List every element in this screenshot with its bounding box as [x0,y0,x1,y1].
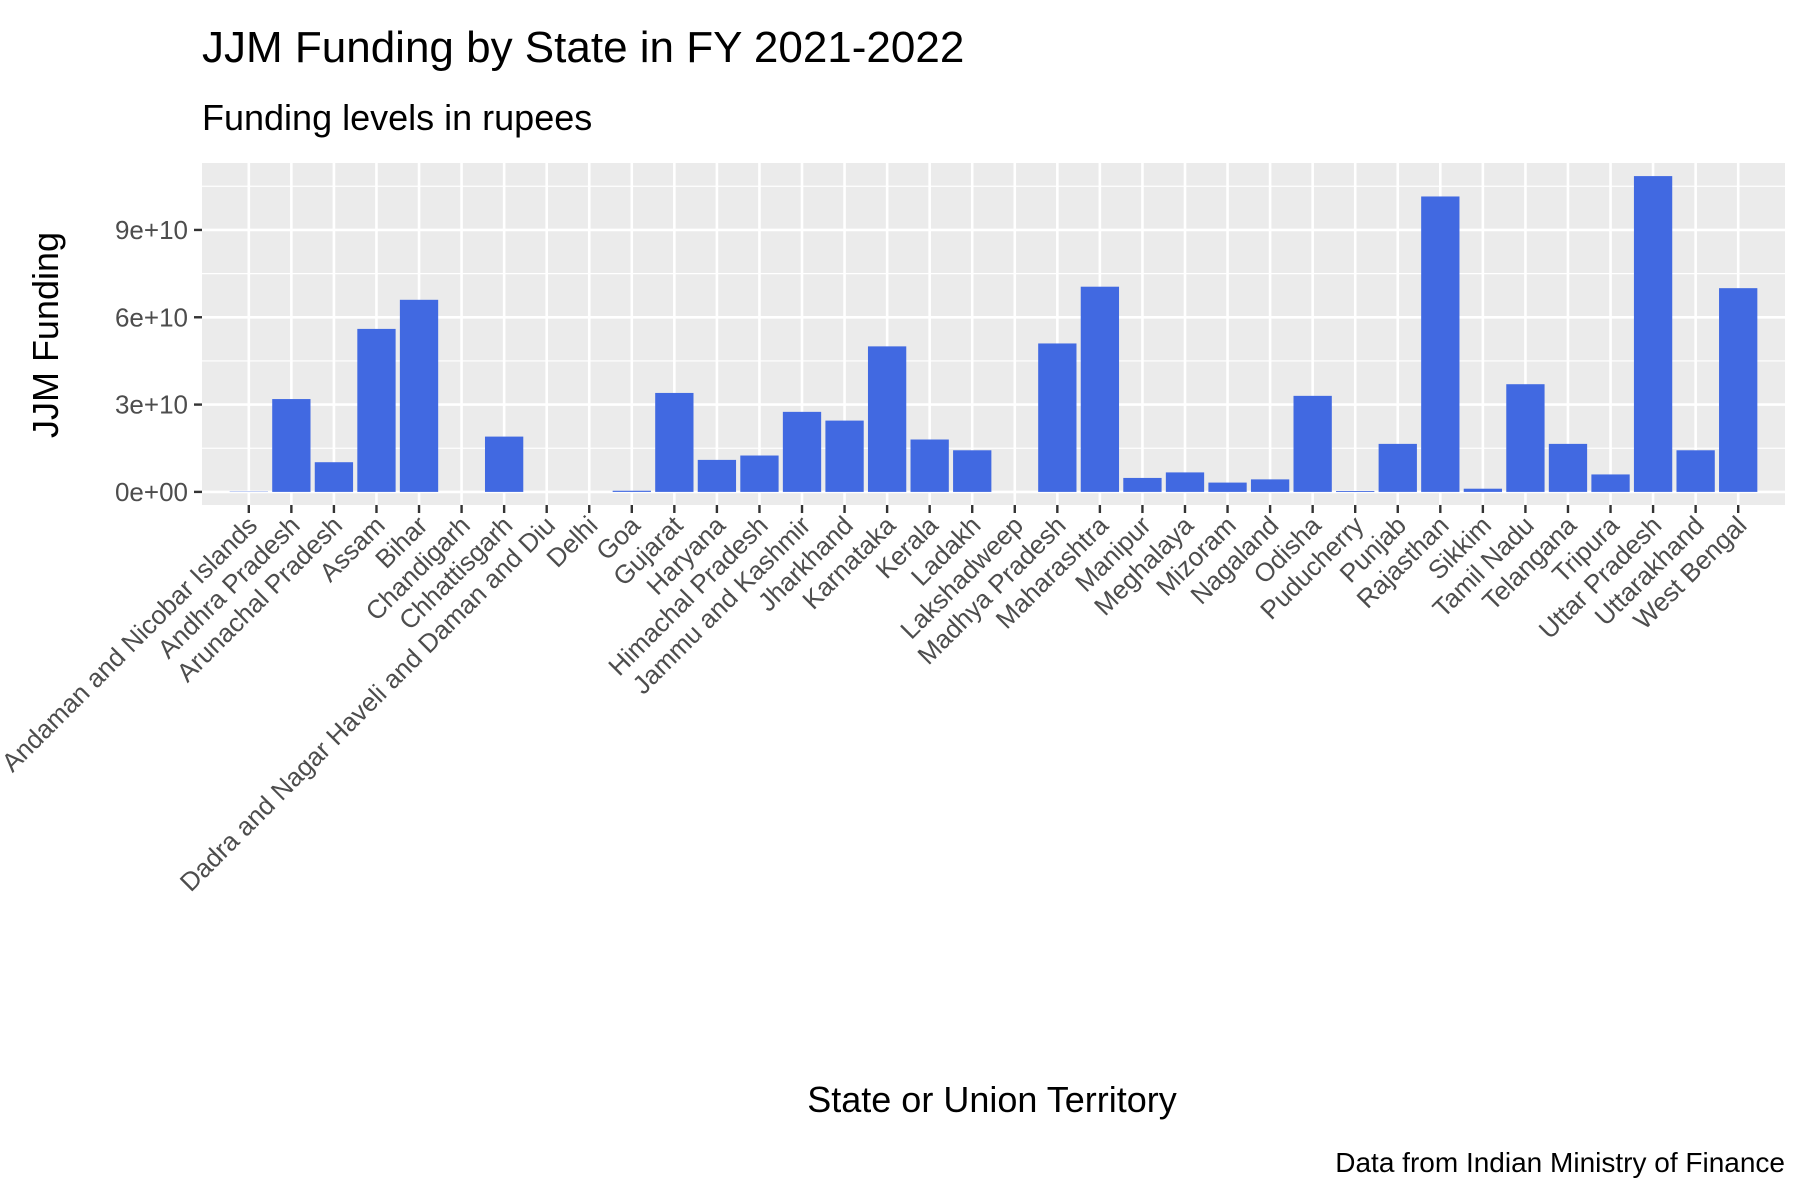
bar [1676,450,1715,492]
y-tick-label: 3e+10 [115,390,188,420]
bar [1165,472,1205,492]
bar [1378,443,1417,492]
bar [484,436,524,492]
bar [1591,474,1630,492]
y-axis-title: JJM Funding [25,232,66,438]
bar [1208,482,1247,492]
bar [697,459,737,492]
bar [1123,477,1162,492]
bar [910,439,949,492]
bar [1250,479,1290,492]
bar [612,490,651,492]
bar [953,450,992,492]
bars [229,176,1758,492]
x-axis-title: State or Union Territory [807,1079,1177,1120]
bar [1336,491,1375,492]
bar [1719,288,1758,492]
bar [740,455,779,492]
bar [314,462,354,492]
bar [1463,488,1503,492]
bar [825,420,864,492]
chart-subtitle: Funding levels in rupees [202,97,592,138]
y-tick-label: 0e+00 [115,477,188,507]
bar [655,392,694,492]
y-tick-label: 9e+10 [115,215,188,245]
chart-title: JJM Funding by State in FY 2021-2022 [202,23,964,72]
bar [272,399,311,492]
chart-caption: Data from Indian Ministry of Finance [1335,1147,1785,1178]
bar [1080,286,1120,492]
y-tick-label: 6e+10 [115,302,188,332]
bar [867,346,907,492]
y-axis: 0e+00 3e+10 6e+10 9e+10 [115,215,202,507]
bar [1293,395,1332,492]
bar [1421,196,1460,492]
plot-panel [202,163,1785,505]
bar [399,299,439,492]
bar [1506,384,1545,492]
bar [1633,176,1673,492]
bar [357,328,396,492]
bar [1548,443,1588,492]
bar [1038,343,1077,492]
bar [782,411,822,492]
